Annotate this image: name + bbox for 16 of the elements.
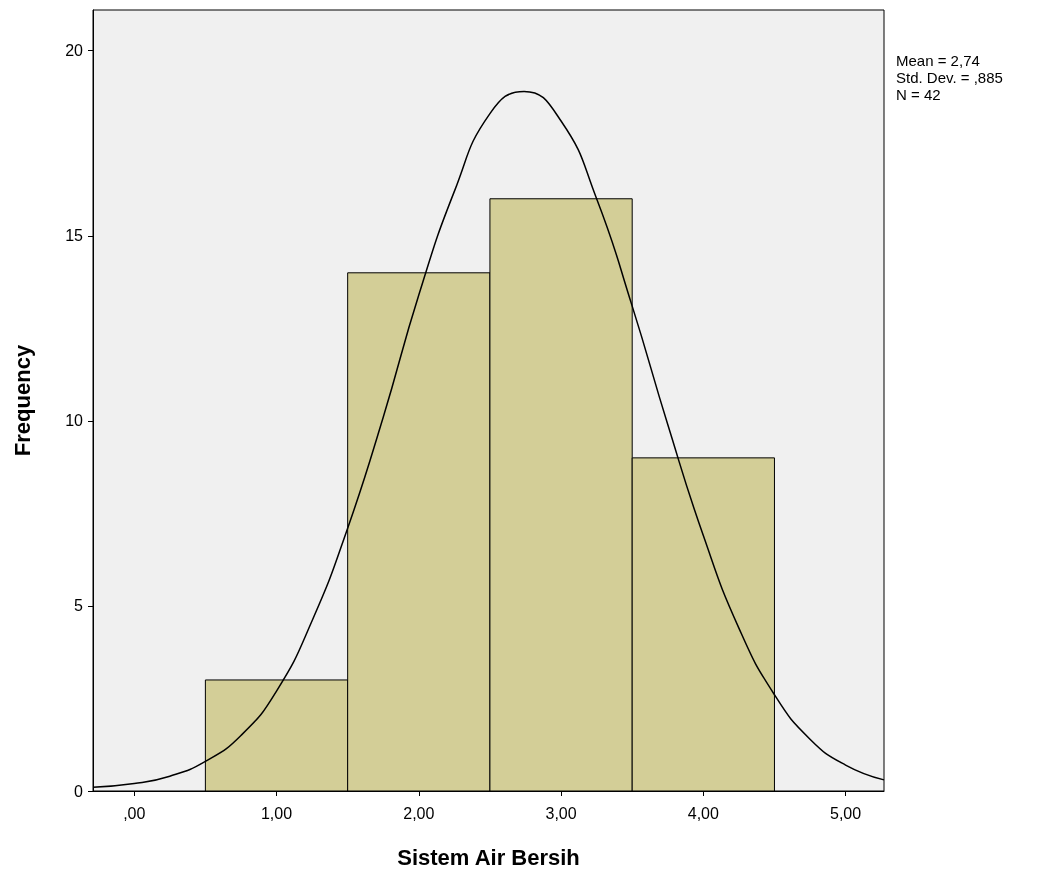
y-tick-label: 10 [65, 412, 84, 430]
text: N = 42 [896, 86, 941, 103]
x-axis-title: Sistem Air Bersih [397, 844, 580, 870]
x-tick-label: 2,00 [403, 804, 435, 822]
x-tick-label: 4,00 [687, 804, 719, 822]
y-axis-title: Frequency [9, 344, 35, 457]
y-tick-label: 15 [65, 227, 84, 245]
x-tick-label: 1,00 [260, 804, 293, 822]
x-tick-label: 3,00 [545, 804, 577, 822]
text: Mean = 2,74 [896, 52, 980, 69]
y-tick-label: 5 [74, 597, 84, 615]
text: Std. Dev. = ,885 [896, 69, 1003, 86]
y-tick-label: 0 [74, 782, 84, 800]
y-tick-label: 20 [65, 42, 84, 60]
x-tick-label: 5,00 [830, 804, 862, 822]
x-tick-label: ,00 [123, 804, 146, 822]
